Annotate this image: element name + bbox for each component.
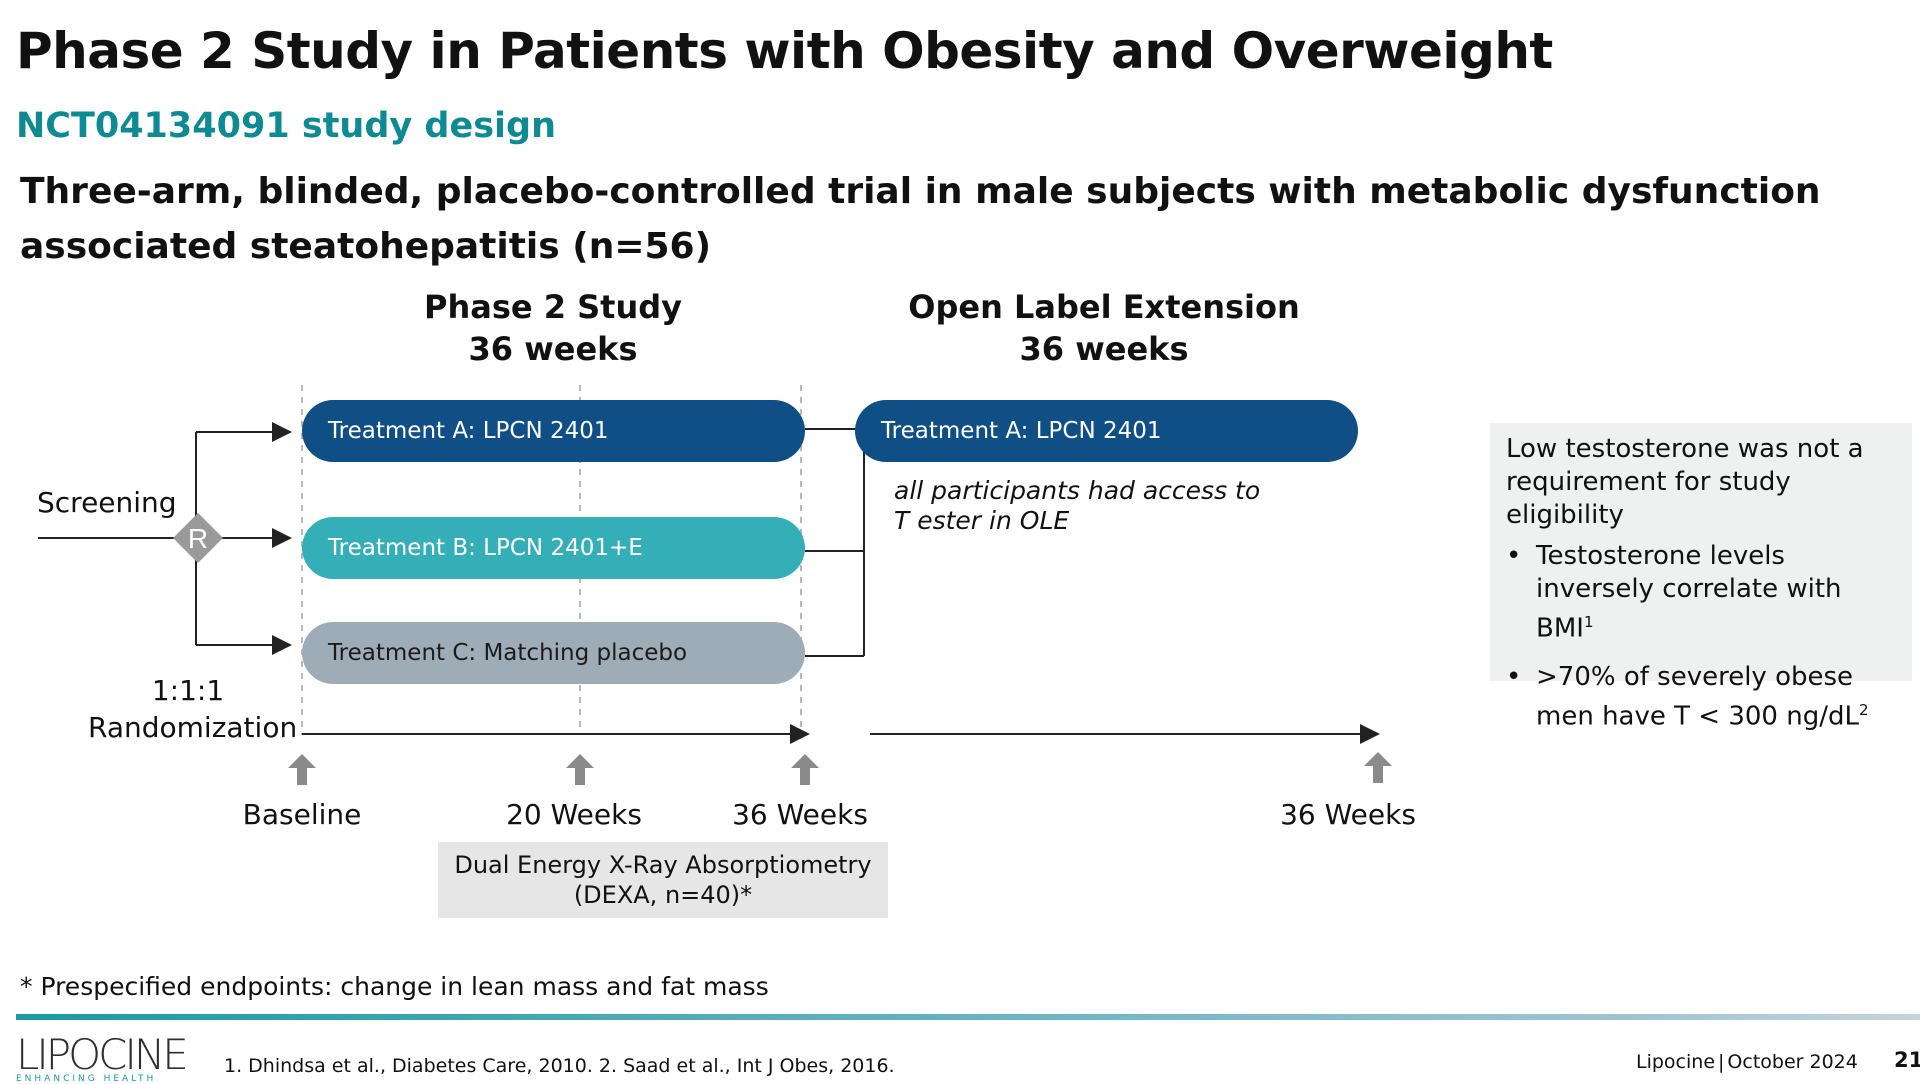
ole-note: all participants had access to T ester i… xyxy=(894,476,1260,536)
dexa-line2: (DEXA, n=40)* xyxy=(573,881,753,909)
list-item: >70% of severely obese men have T < 300 … xyxy=(1506,661,1896,734)
arrow-up-icon xyxy=(791,754,819,785)
ole-heading: Open Label Extension 36 weeks xyxy=(904,286,1304,370)
phase2-heading-duration: 36 weeks xyxy=(468,330,638,368)
dexa-line1: Dual Energy X-Ray Absorptiometry xyxy=(454,851,872,879)
bullet-text: >70% of severely obese men have T < 300 … xyxy=(1536,661,1859,732)
timepoint-36-weeks: 36 Weeks xyxy=(732,798,868,831)
arrow-up-icon xyxy=(1364,752,1392,783)
bullet-text: Testosterone levels inversely correlate … xyxy=(1536,541,1842,644)
timepoint-ole-36-weeks: 36 Weeks xyxy=(1280,798,1416,831)
eligibility-callout: Low testosterone was not a requirement f… xyxy=(1490,423,1912,731)
randomization-label-group: 1:1:1 Randomization xyxy=(88,672,298,746)
timepoint-20-weeks: 20 Weeks xyxy=(506,798,642,831)
callout-bullets: Testosterone levels inversely correlate … xyxy=(1506,540,1896,733)
bullet-ref: 2 xyxy=(1858,700,1869,719)
ole-note-line2: T ester in OLE xyxy=(894,506,1070,535)
footer-divider xyxy=(16,1014,1920,1020)
treatment-b-bar: Treatment B: LPCN 2401+E xyxy=(302,517,805,579)
randomization-label: Randomization xyxy=(88,711,298,744)
footer-date: October 2024 xyxy=(1727,1051,1858,1073)
list-item: Testosterone levels inversely correlate … xyxy=(1506,540,1896,646)
footer-company: Lipocine xyxy=(1636,1051,1716,1073)
logo-tagline: ENHANCING HEALTH xyxy=(16,1074,157,1084)
randomization-diamond xyxy=(173,513,223,563)
treatment-a-bar: Treatment A: LPCN 2401 xyxy=(302,400,805,462)
phase2-heading-title: Phase 2 Study xyxy=(423,288,682,326)
arrow-up-icon xyxy=(566,754,594,785)
study-id-subtitle: NCT04134091 study design xyxy=(16,106,556,146)
company-logo: LIPOCINE xyxy=(16,1030,189,1079)
treatment-c-bar: Treatment C: Matching placebo xyxy=(302,622,805,684)
ole-note-line1: all participants had access to xyxy=(894,476,1261,505)
bullet-ref: 1 xyxy=(1583,613,1594,631)
footer-company-date: Lipocine | October 2024 xyxy=(1636,1051,1858,1073)
study-description: Three-arm, blinded, placebo-controlled t… xyxy=(20,171,1821,267)
randomization-marker: R xyxy=(188,523,208,554)
screening-label: Screening xyxy=(37,486,177,519)
page-title: Phase 2 Study in Patients with Obesity a… xyxy=(16,22,1553,80)
timepoint-baseline: Baseline xyxy=(242,798,362,831)
references: 1. Dhindsa et al., Diabetes Care, 2010. … xyxy=(224,1055,895,1077)
endpoint-footnote: * Prespecified endpoints: change in lean… xyxy=(20,972,769,1001)
page-number: 21 xyxy=(1894,1048,1920,1072)
callout-heading: Low testosterone was not a requirement f… xyxy=(1506,434,1864,530)
ole-heading-duration: 36 weeks xyxy=(1019,330,1189,368)
dexa-box: Dual Energy X-Ray Absorptiometry (DEXA, … xyxy=(438,842,888,918)
randomization-ratio: 1:1:1 xyxy=(151,674,225,707)
arrow-up-icon xyxy=(288,754,316,785)
ole-treatment-bar: Treatment A: LPCN 2401 xyxy=(855,400,1358,462)
ole-heading-title: Open Label Extension xyxy=(908,288,1300,326)
phase2-heading: Phase 2 Study 36 weeks xyxy=(393,286,713,370)
